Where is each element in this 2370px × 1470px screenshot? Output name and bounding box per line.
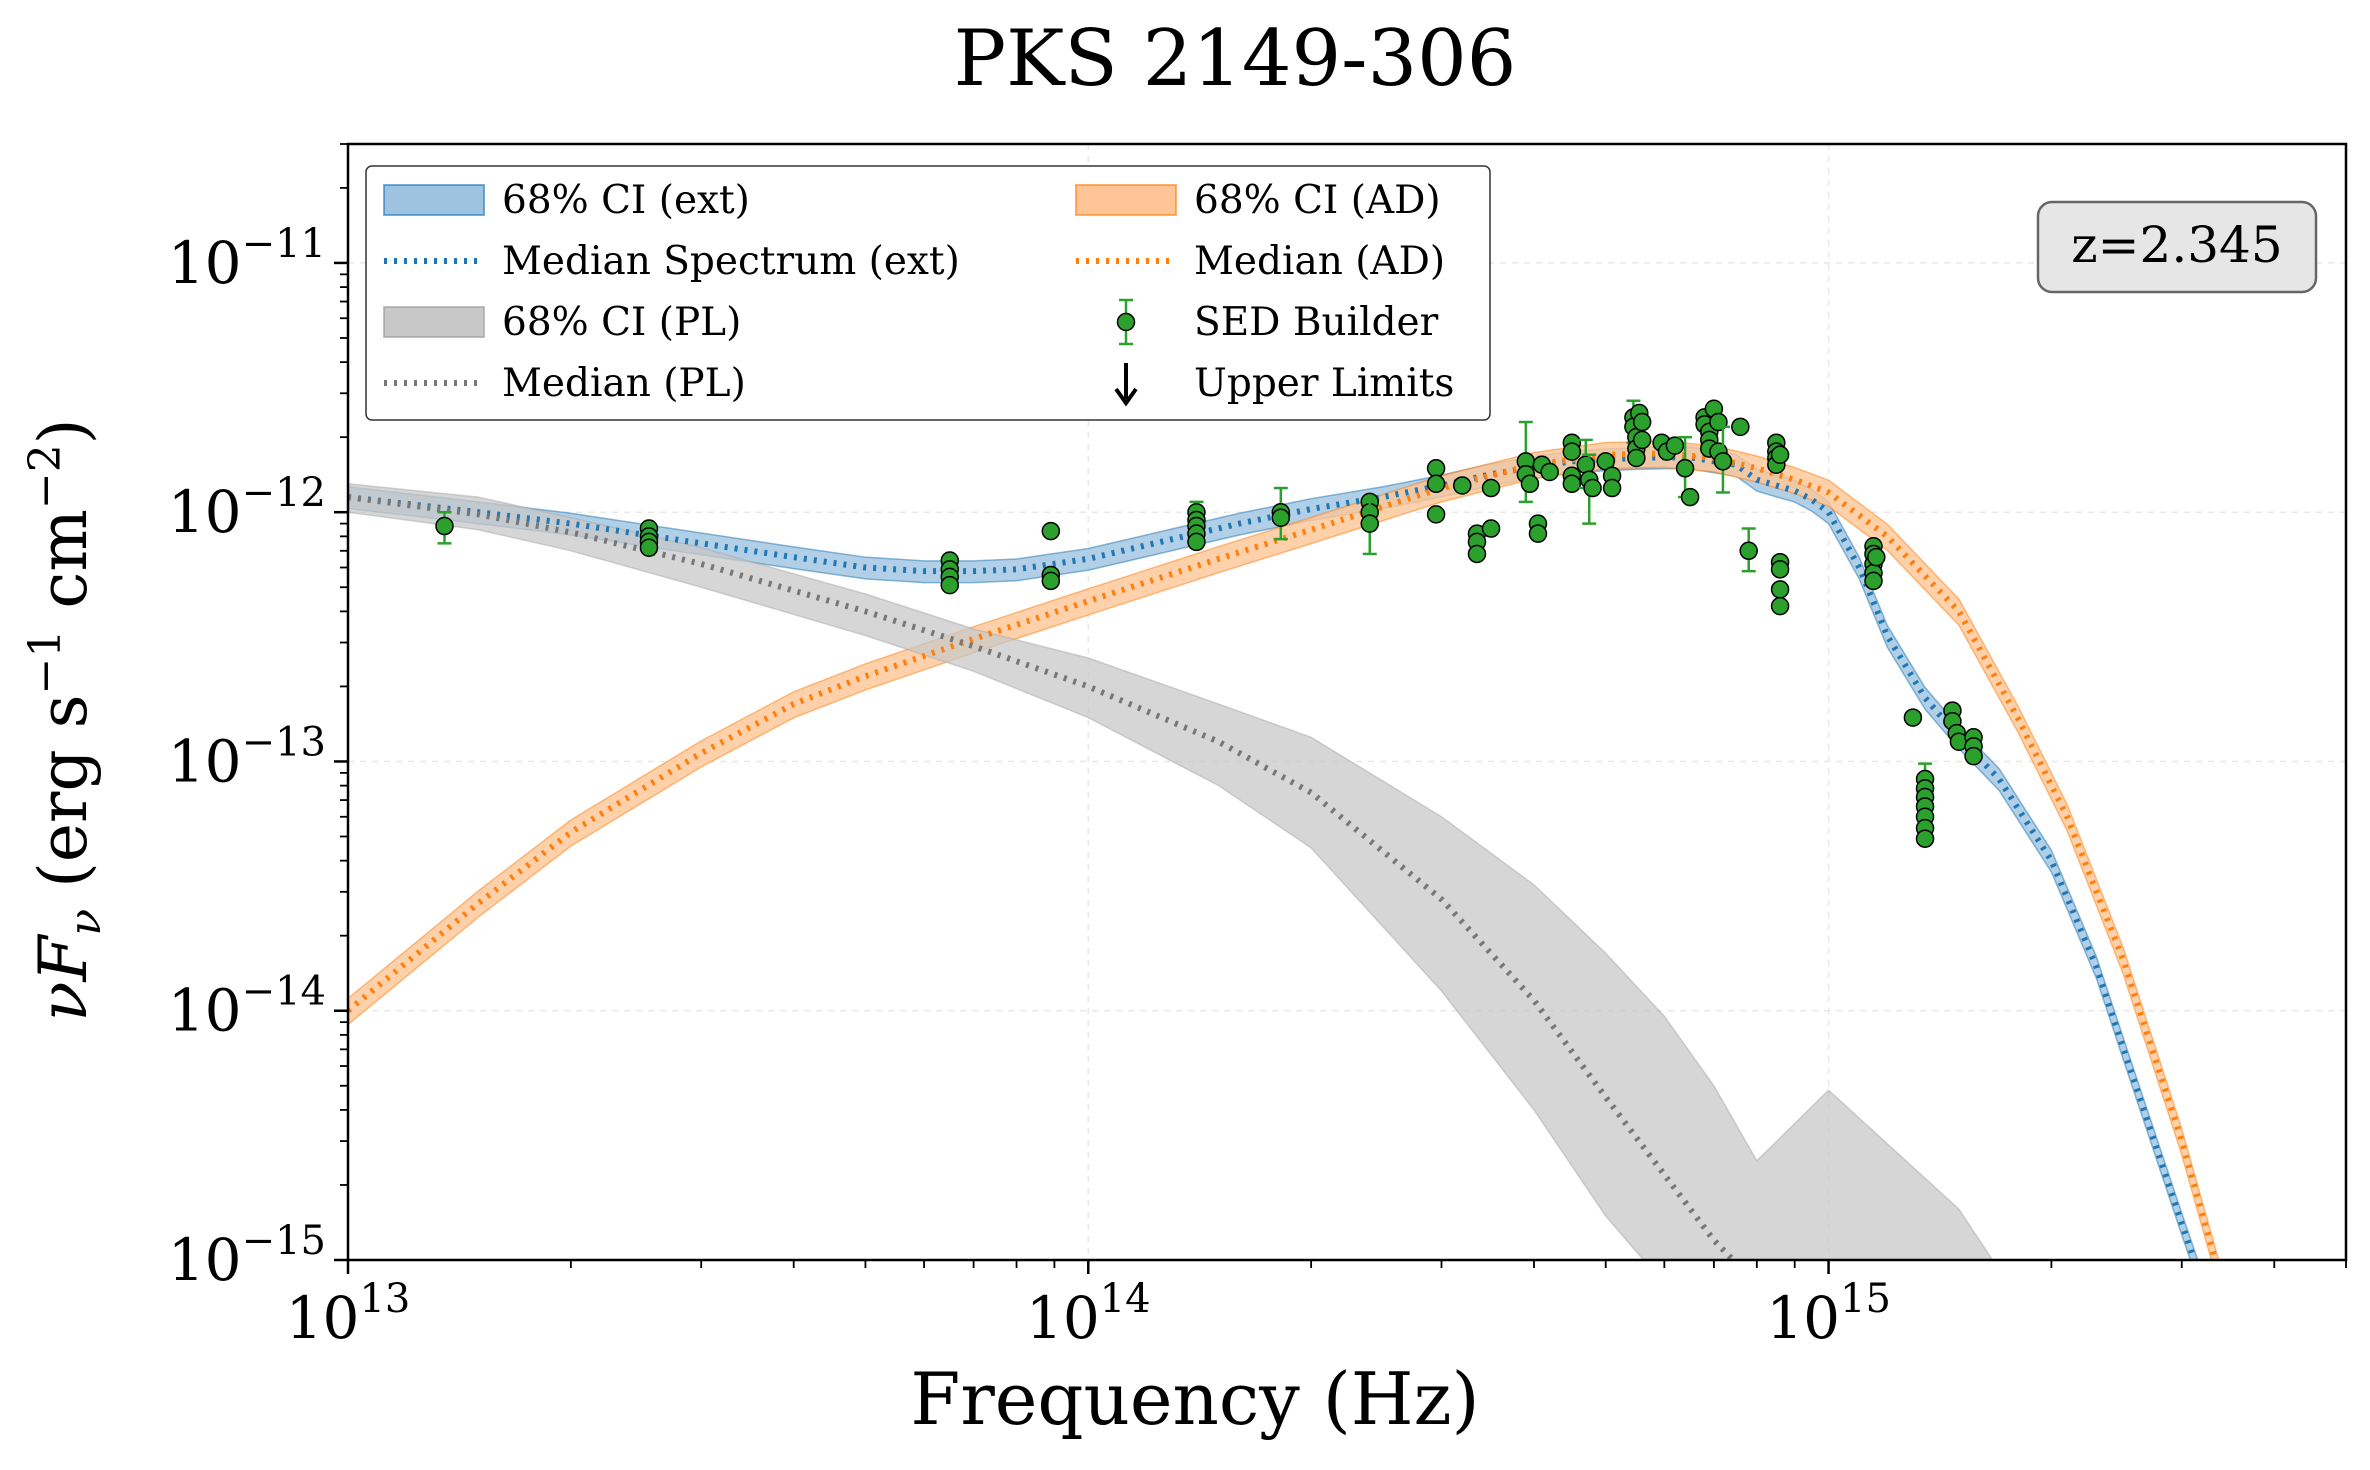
chart-title: PKS 2149-306 bbox=[954, 14, 1517, 104]
redshift-label: z=2.345 bbox=[2071, 216, 2282, 274]
sed-point bbox=[1562, 474, 1582, 494]
legend-label: 68% CI (ext) bbox=[502, 178, 750, 223]
sed-point bbox=[435, 516, 454, 536]
x-axis-ticks: 1013 1014 1015 bbox=[286, 1260, 2347, 1352]
sed-point bbox=[1041, 521, 1061, 541]
sed-point bbox=[1867, 547, 1886, 567]
y-axis-ticks: 10−15 10−14 10−13 10−12 10−11 bbox=[168, 143, 348, 1294]
median-pl bbox=[348, 494, 1738, 1260]
sed-point bbox=[1426, 505, 1446, 524]
x-tick-label: 1014 bbox=[1026, 1276, 1151, 1352]
sed-point bbox=[1731, 417, 1750, 437]
legend-swatch-band bbox=[383, 184, 485, 216]
band-ad bbox=[348, 440, 2220, 1260]
sed-point bbox=[1632, 430, 1652, 450]
sed-point bbox=[1426, 474, 1446, 494]
legend-label: Median (AD) bbox=[1194, 239, 1445, 284]
sed-point bbox=[1903, 708, 1923, 727]
sed-point bbox=[1583, 478, 1602, 498]
sed-point bbox=[1770, 560, 1790, 579]
legend-label: Median (PL) bbox=[502, 361, 746, 406]
band-pl bbox=[348, 483, 1994, 1260]
sed-point bbox=[1680, 487, 1700, 507]
sed-point bbox=[639, 538, 659, 558]
y-tick-label: 10−12 bbox=[168, 470, 326, 546]
median-lines bbox=[348, 450, 2219, 1260]
sed-point bbox=[940, 575, 960, 595]
down-arrow-icon bbox=[1114, 387, 1138, 407]
sed-point bbox=[1360, 514, 1379, 533]
sed-point bbox=[1187, 532, 1206, 552]
y-tick-label: 10−13 bbox=[168, 719, 326, 795]
confidence-bands bbox=[348, 440, 2220, 1260]
y-tick-label: 10−11 bbox=[168, 221, 326, 297]
sed-point bbox=[1481, 478, 1501, 498]
sed-point bbox=[1562, 442, 1582, 461]
legend-label: Median Spectrum (ext) bbox=[502, 239, 960, 284]
legend-swatch-point bbox=[1116, 312, 1136, 332]
sed-point bbox=[1770, 596, 1790, 616]
legend: 68% CI (ext) Median Spectrum (ext) 68% CI … bbox=[365, 165, 1491, 421]
sed-point bbox=[1627, 448, 1646, 468]
legend-label: Upper Limits bbox=[1194, 361, 1454, 406]
x-tick-label: 1013 bbox=[286, 1276, 411, 1352]
sed-point bbox=[1481, 519, 1501, 538]
sed-point bbox=[1602, 478, 1622, 498]
sed-point bbox=[1467, 544, 1487, 564]
legend-swatch-band bbox=[1075, 184, 1177, 216]
sed-point bbox=[1770, 445, 1790, 465]
redshift-annotation: z=2.345 bbox=[2036, 200, 2318, 294]
sed-point bbox=[1540, 462, 1559, 482]
legend-label: 68% CI (PL) bbox=[502, 300, 741, 345]
legend-items: 68% CI (ext) Median Spectrum (ext) 68% CI … bbox=[383, 178, 1454, 407]
sed-point bbox=[1864, 571, 1883, 591]
y-tick-label: 10−15 bbox=[168, 1218, 326, 1294]
median-ad bbox=[348, 450, 2219, 1260]
x-axis-label: Frequency (Hz) bbox=[910, 1357, 1479, 1441]
legend-label: 68% CI (AD) bbox=[1194, 178, 1441, 223]
sed-point bbox=[1665, 436, 1685, 455]
sed-points bbox=[435, 399, 1983, 848]
sed-point bbox=[1452, 476, 1472, 495]
sed-point bbox=[1520, 474, 1540, 494]
x-tick-label: 1015 bbox=[1766, 1276, 1891, 1352]
sed-point bbox=[1675, 459, 1695, 478]
sed-point bbox=[1770, 580, 1790, 599]
sed-point bbox=[1915, 829, 1935, 848]
y-tick-label: 10−14 bbox=[168, 969, 326, 1045]
legend-label: SED Builder bbox=[1194, 300, 1439, 345]
sed-point bbox=[1632, 412, 1652, 432]
sed-point bbox=[1739, 541, 1758, 561]
sed-point bbox=[1271, 508, 1291, 528]
redshift-box bbox=[2036, 200, 2318, 294]
legend-swatch-band bbox=[383, 306, 485, 338]
y-axis-label: νFν (erg s−1 cm−2) bbox=[20, 418, 111, 1021]
legend-box bbox=[365, 165, 1491, 421]
sed-point bbox=[1576, 455, 1596, 475]
sed-point bbox=[1426, 459, 1446, 478]
sed-point bbox=[1041, 571, 1061, 591]
plot-frame bbox=[346, 142, 2348, 1262]
sed-point bbox=[1528, 524, 1548, 543]
sed-point bbox=[1964, 746, 1983, 766]
sed-point bbox=[1713, 452, 1733, 471]
